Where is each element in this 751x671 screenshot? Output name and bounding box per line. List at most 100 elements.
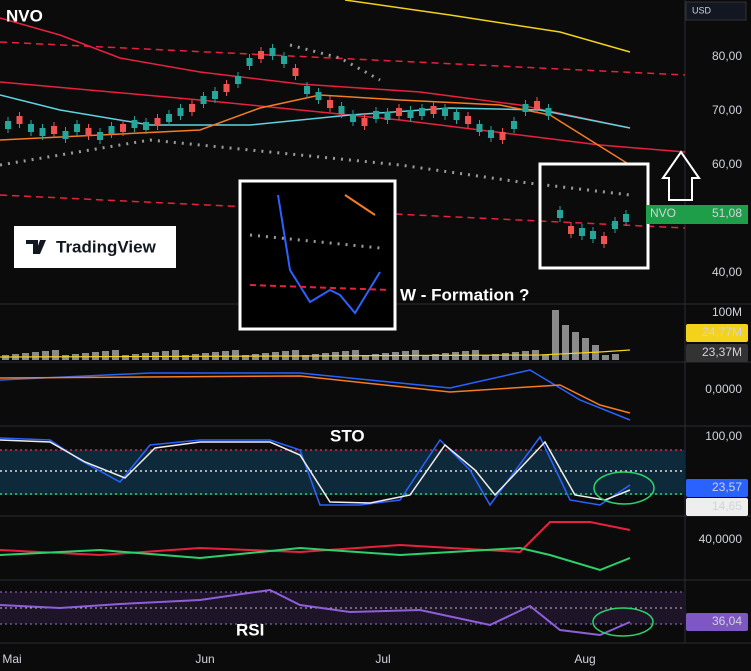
- candles: [5, 44, 629, 248]
- volume-bar: [372, 354, 379, 360]
- candle: [623, 214, 629, 222]
- candle: [534, 101, 540, 109]
- time-label: Jul: [375, 652, 390, 666]
- rsi-line: [0, 588, 631, 637]
- candle: [108, 126, 115, 134]
- sto-lines: [0, 435, 631, 507]
- axis-label: 80,00: [712, 49, 742, 63]
- zoom-lines: [249, 194, 391, 315]
- volume-bar: [302, 355, 309, 360]
- price-tag: [646, 205, 748, 224]
- volume-bar: [432, 354, 439, 360]
- zoom-box: [238, 179, 397, 331]
- volume-bar: [172, 350, 179, 360]
- candle: [120, 124, 126, 132]
- candle: [258, 51, 264, 59]
- candle: [612, 221, 618, 229]
- volume-bar: [92, 352, 99, 360]
- rsi-title: RSI: [236, 620, 264, 639]
- axis-label: 100,00: [705, 429, 742, 443]
- axis-tag: [686, 613, 748, 631]
- candle: [189, 104, 195, 112]
- volume-bar: [102, 351, 109, 360]
- volume-bar: [602, 355, 609, 360]
- volume-bar: [312, 354, 319, 360]
- volume-bar: [442, 353, 449, 360]
- candle: [304, 86, 310, 94]
- candle: [85, 128, 92, 136]
- volume-bar: [62, 355, 69, 360]
- candle: [28, 124, 34, 132]
- separators: [0, 0, 751, 644]
- volume-bar: [292, 350, 299, 360]
- candle: [568, 226, 574, 234]
- candle: [166, 114, 172, 122]
- candle: [590, 231, 596, 239]
- axis-labels: 80,00 70,00 60,00 40,00 NVO 51,08 100M 24,77M 23…: [2, 49, 748, 666]
- candle: [579, 228, 585, 236]
- axis-label: 70,00: [712, 103, 742, 117]
- arrow: [661, 150, 701, 201]
- volume-bar: [112, 350, 119, 360]
- axis-label: 23,37M: [702, 345, 742, 359]
- axis-label: 0,0000: [705, 382, 742, 396]
- volume-bar: [42, 351, 49, 360]
- volume-bar: [512, 352, 519, 360]
- rsi-band: [0, 592, 685, 624]
- volume-bar: [422, 355, 429, 360]
- candle: [74, 124, 80, 132]
- axis-label: 40,00: [712, 265, 742, 279]
- logo-icon: [26, 240, 46, 254]
- axis-label: 23,57: [712, 480, 742, 494]
- candle: [476, 124, 483, 132]
- volume-bar: [482, 355, 489, 360]
- candle: [350, 114, 356, 122]
- volume-bar: [542, 355, 549, 360]
- candle: [315, 92, 322, 100]
- volume-bar: [562, 325, 569, 360]
- candle: [223, 84, 230, 92]
- volume-bar: [502, 353, 509, 360]
- volume-bar: [352, 350, 359, 360]
- symbol: NVO: [6, 6, 43, 25]
- sto-levels: [0, 449, 685, 495]
- volume-bar: [52, 350, 59, 360]
- currency: USD: [692, 5, 712, 15]
- candle: [154, 118, 161, 126]
- highlight: [593, 471, 655, 505]
- volume-bar: [182, 355, 189, 360]
- axis-label: 36,04: [712, 614, 742, 628]
- candle: [419, 108, 425, 116]
- axis-label: 14,65: [712, 499, 742, 513]
- axis-tag: [686, 324, 748, 342]
- axis-label: 40,0000: [699, 532, 743, 546]
- candle: [430, 106, 437, 114]
- candle: [442, 108, 448, 116]
- time-label: Mai: [2, 652, 21, 666]
- volume-bar: [582, 338, 589, 360]
- volume-bar: [222, 351, 229, 360]
- axis-label: 51,08: [712, 206, 742, 220]
- rsi-levels: [0, 591, 685, 625]
- volume-bar: [552, 310, 559, 360]
- axis-tag: [686, 344, 748, 362]
- logo-text: TradingView: [56, 237, 157, 256]
- candle: [62, 131, 69, 139]
- volume-bar: [252, 354, 259, 360]
- annotation: W - Formation ?: [400, 285, 529, 304]
- candle: [131, 120, 138, 128]
- candle: [338, 106, 345, 114]
- volume-bar: [232, 350, 239, 360]
- candle: [384, 112, 391, 120]
- candle: [97, 132, 103, 140]
- candle: [327, 100, 333, 108]
- candle: [488, 130, 494, 138]
- volume-bar: [32, 352, 39, 360]
- candle: [5, 121, 11, 129]
- volume-bar: [362, 355, 369, 360]
- volume-bar: [242, 355, 249, 360]
- candle: [465, 116, 471, 124]
- candle: [453, 112, 460, 120]
- candle: [511, 121, 517, 129]
